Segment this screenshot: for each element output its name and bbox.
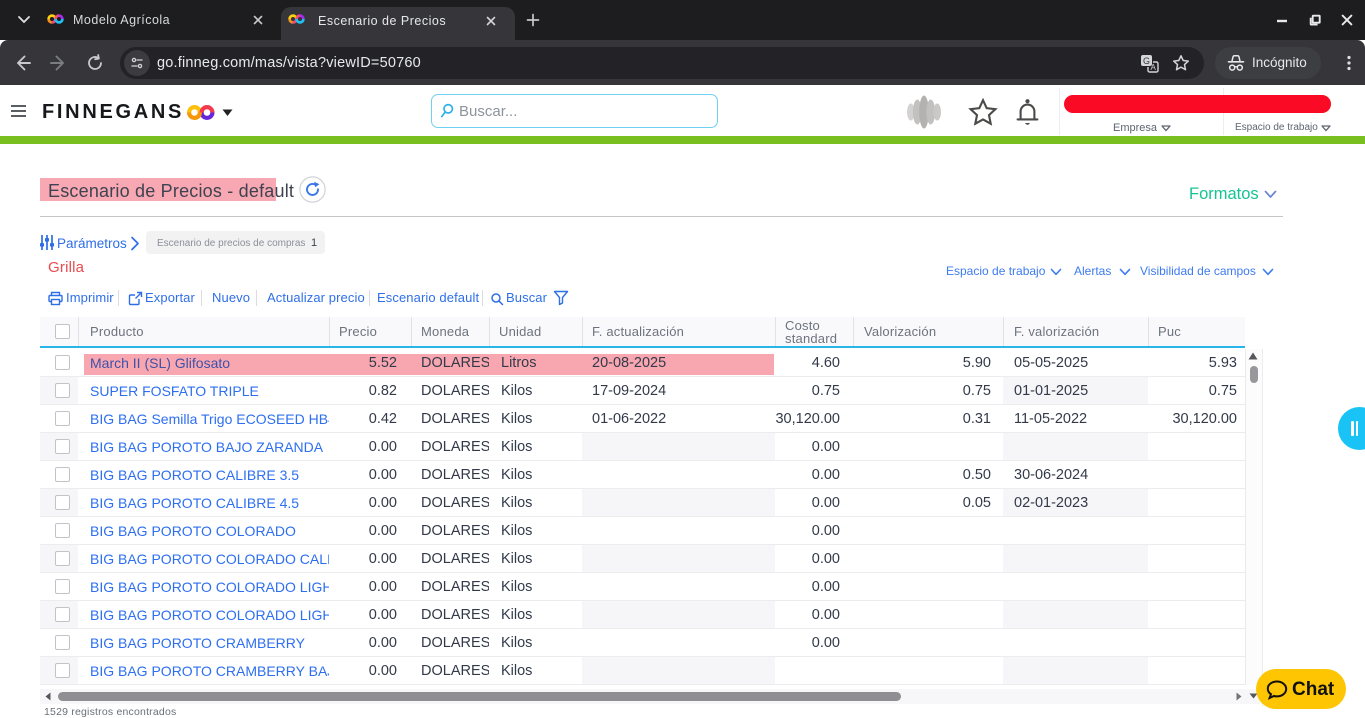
svg-text:G: G — [1143, 56, 1150, 66]
svg-text:A: A — [1151, 63, 1157, 72]
